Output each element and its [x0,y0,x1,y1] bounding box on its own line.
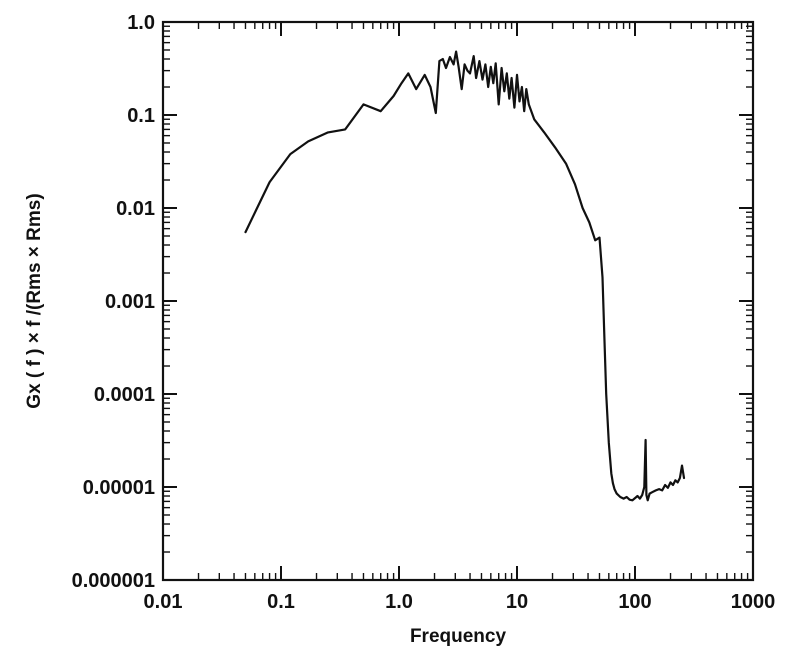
y-tick-label: 0.0001 [94,384,155,406]
ticks-layer [162,21,754,581]
tick-labels: 0.01 0.1 1.0 10 100 1000 0.000001 0.00001 0.0001… [72,12,776,613]
x-tick-label: 10 [506,591,528,613]
y-tick-label: 0.1 [127,105,155,127]
x-axis-title: Frequency [410,626,507,647]
y-tick-label: 1.0 [127,12,155,34]
series-line [244,50,686,502]
y-tick-label: 0.001 [105,291,155,313]
plot-frame [161,20,755,582]
y-tick-label: 0.00001 [83,477,155,499]
y-axis-title: Gx ( f ) × f /(Rms × Rms) [24,193,45,408]
y-tick-label: 0.01 [116,198,155,220]
x-tick-label: 0.01 [144,591,183,613]
x-tick-label: 1000 [731,591,776,613]
x-tick-label: 0.1 [267,591,295,613]
x-tick-label: 100 [618,591,651,613]
x-tick-label: 1.0 [385,591,413,613]
y-tick-label: 0.000001 [72,570,155,592]
